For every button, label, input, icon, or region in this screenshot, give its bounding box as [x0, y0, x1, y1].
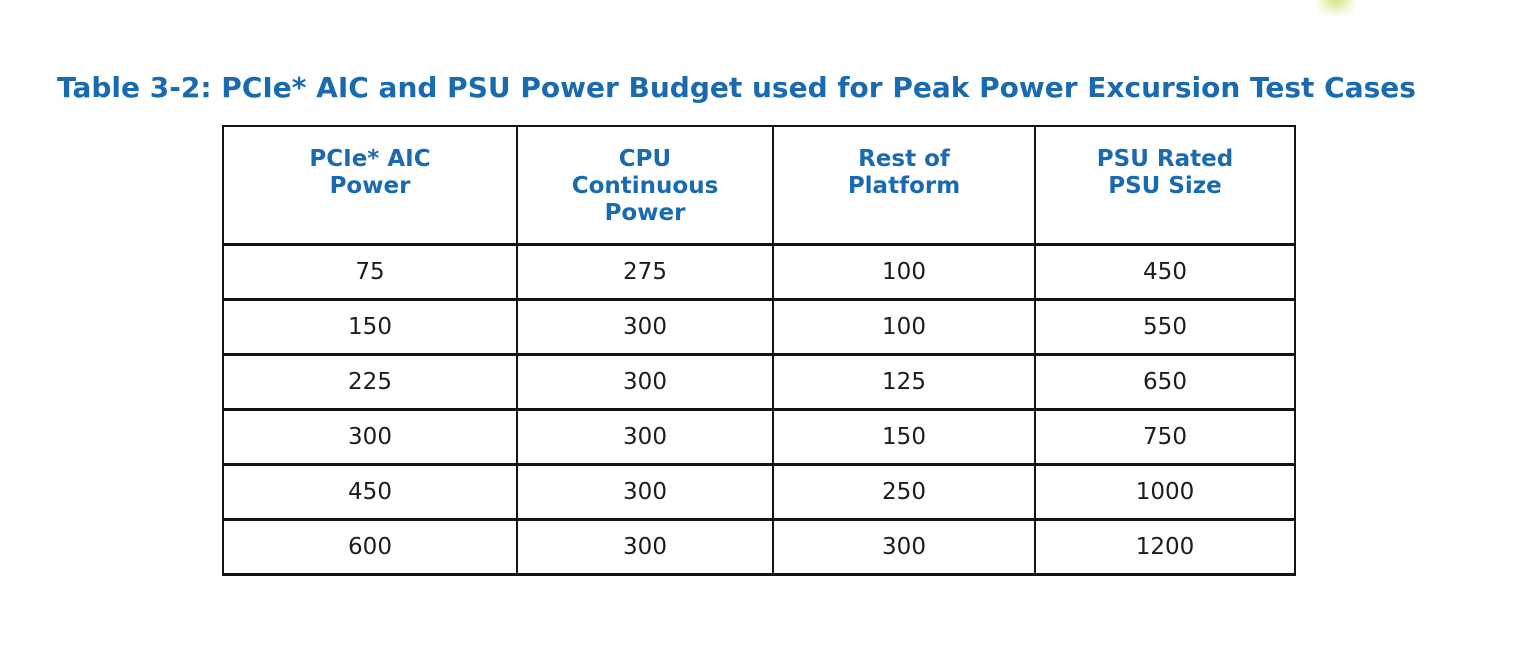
highlighter-mark — [1318, 0, 1354, 14]
header-row: PCIe* AIC Power CPU Continuous Power Res… — [222, 125, 1296, 246]
table-caption: Table 3-2: PCIe* AIC and PSU Power Budge… — [57, 71, 1416, 104]
table-cell: 450 — [222, 462, 518, 521]
table-cell: 450 — [1034, 242, 1296, 301]
table-cell: 150 — [772, 407, 1036, 466]
table-row: 600 300 300 1200 — [222, 517, 1296, 576]
column-header-psu-rated-psu-size: PSU Rated PSU Size — [1034, 125, 1296, 246]
table-cell: 1200 — [1034, 517, 1296, 576]
table-cell: 300 — [516, 297, 774, 356]
table-cell: 250 — [772, 462, 1036, 521]
table-row: 75 275 100 450 — [222, 242, 1296, 301]
table-cell: 150 — [222, 297, 518, 356]
table-cell: 225 — [222, 352, 518, 411]
power-budget-table: PCIe* AIC Power CPU Continuous Power Res… — [222, 125, 1296, 576]
table-cell: 300 — [516, 517, 774, 576]
table-row: 150 300 100 550 — [222, 297, 1296, 356]
table-cell: 750 — [1034, 407, 1296, 466]
table-cell: 100 — [772, 242, 1036, 301]
table-cell: 300 — [516, 462, 774, 521]
table-cell: 125 — [772, 352, 1036, 411]
table-row: 450 300 250 1000 — [222, 462, 1296, 521]
table-cell: 650 — [1034, 352, 1296, 411]
table-cell: 550 — [1034, 297, 1296, 356]
column-header-cpu-continuous-power: CPU Continuous Power — [516, 125, 774, 246]
table-cell: 100 — [772, 297, 1036, 356]
table-cell: 275 — [516, 242, 774, 301]
table-cell: 1000 — [1034, 462, 1296, 521]
table-cell: 300 — [222, 407, 518, 466]
table-cell: 600 — [222, 517, 518, 576]
column-header-pcie-aic-power: PCIe* AIC Power — [222, 125, 518, 246]
table-cell: 75 — [222, 242, 518, 301]
table-cell: 300 — [516, 407, 774, 466]
column-header-rest-of-platform: Rest of Platform — [772, 125, 1036, 246]
table-cell: 300 — [772, 517, 1036, 576]
table-row: 300 300 150 750 — [222, 407, 1296, 466]
table-cell: 300 — [516, 352, 774, 411]
table-row: 225 300 125 650 — [222, 352, 1296, 411]
